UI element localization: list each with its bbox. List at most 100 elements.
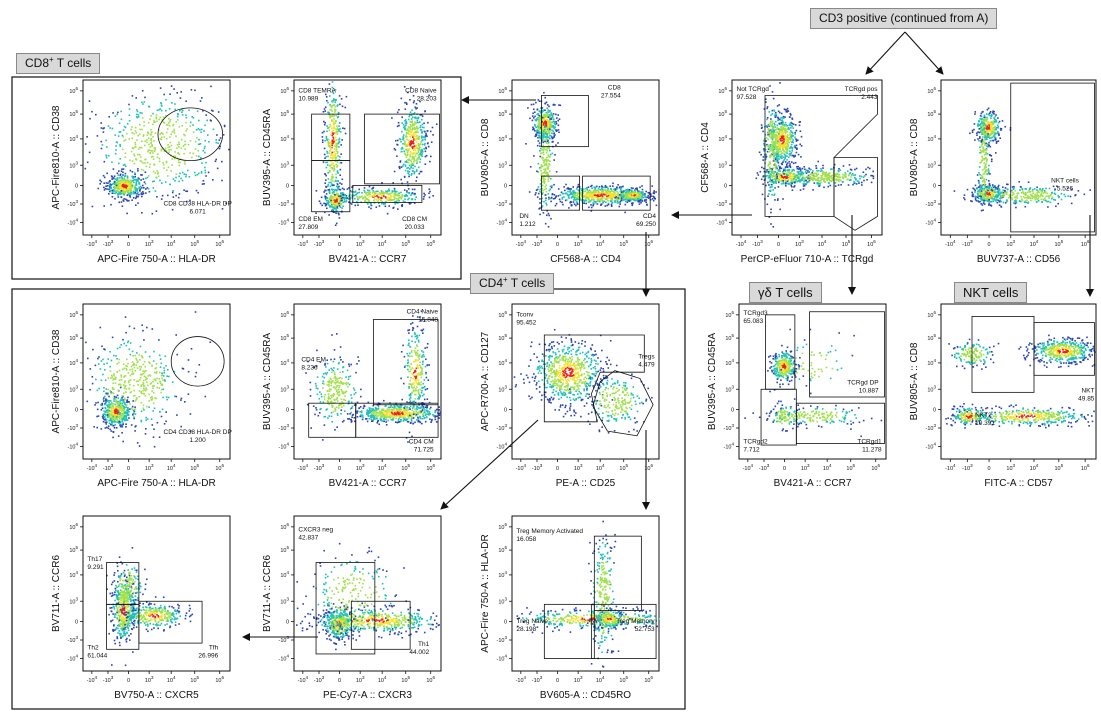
event-dot xyxy=(781,128,784,130)
event-dot xyxy=(171,130,174,133)
gate-value-label: 6.071 xyxy=(190,209,207,216)
event-dot xyxy=(610,190,613,192)
event-dot xyxy=(789,138,791,141)
event-dot xyxy=(985,197,988,199)
event-dot xyxy=(170,144,173,147)
event-dot xyxy=(790,143,793,146)
event-dot xyxy=(780,127,782,129)
event-dot xyxy=(779,134,782,136)
event-dot xyxy=(1015,206,1017,209)
event-dot xyxy=(841,181,844,184)
event-dot xyxy=(1024,188,1026,190)
event-dot xyxy=(116,113,118,116)
event-dot xyxy=(1011,194,1014,196)
event-dot xyxy=(606,197,608,200)
event-dot xyxy=(118,201,120,204)
event-dot xyxy=(136,193,138,195)
event-dot xyxy=(130,192,133,194)
event-dot xyxy=(831,178,834,181)
event-dot xyxy=(999,137,1001,139)
event-dot xyxy=(840,179,842,182)
event-dot xyxy=(781,123,784,125)
event-dot xyxy=(995,138,997,140)
event-dot xyxy=(612,182,614,185)
event-dot xyxy=(777,140,779,142)
event-dot xyxy=(765,175,767,178)
event-dot xyxy=(156,156,159,159)
event-dot xyxy=(535,134,537,137)
event-dot xyxy=(980,125,983,128)
event-dot xyxy=(339,168,342,171)
event-dot xyxy=(141,193,144,196)
event-dot xyxy=(773,194,775,196)
event-dot xyxy=(618,205,621,208)
event-dot xyxy=(134,178,136,181)
event-dot xyxy=(980,161,982,163)
event-dot xyxy=(782,131,784,133)
event-dot xyxy=(771,134,773,137)
event-dot xyxy=(548,214,550,217)
event-dot xyxy=(104,187,107,190)
event-dot xyxy=(122,174,124,176)
event-dot xyxy=(791,170,793,172)
event-dot xyxy=(542,125,544,127)
event-dot xyxy=(840,184,842,186)
event-dot xyxy=(990,205,993,207)
event-dot xyxy=(547,111,549,113)
event-dot xyxy=(1042,198,1044,201)
event-dot xyxy=(816,170,819,173)
event-dot xyxy=(800,173,803,175)
event-dot xyxy=(159,133,161,136)
event-dot xyxy=(141,195,143,198)
event-dot xyxy=(791,131,793,134)
event-dot xyxy=(324,106,327,108)
event-dot xyxy=(787,139,790,141)
event-dot xyxy=(126,181,128,183)
event-dot xyxy=(1056,185,1058,187)
event-dot xyxy=(810,177,813,180)
x-axis-label: BUV737-A :: CD56 xyxy=(977,254,1061,265)
event-dot xyxy=(557,195,560,197)
event-dot xyxy=(992,120,995,122)
event-dot xyxy=(803,180,805,183)
event-dot xyxy=(985,173,988,175)
event-dot xyxy=(125,187,128,189)
event-dot xyxy=(133,155,136,157)
event-dot xyxy=(119,173,122,176)
event-dot xyxy=(1027,181,1030,183)
event-dot xyxy=(135,131,138,134)
event-dot xyxy=(852,183,854,186)
event-dot xyxy=(995,142,998,144)
y-tick-label: -104 xyxy=(497,218,508,227)
event-dot xyxy=(105,154,107,157)
y-tick-label: 104 xyxy=(69,134,78,143)
event-dot xyxy=(197,150,200,152)
event-dot xyxy=(822,170,824,173)
event-dot xyxy=(791,182,793,185)
event-dot xyxy=(1036,193,1038,196)
y-tick-label: -103 xyxy=(68,199,79,208)
event-dot xyxy=(326,152,329,154)
event-dot xyxy=(641,188,644,191)
x-tick-label: 106 xyxy=(426,239,435,248)
event-dot xyxy=(986,153,989,155)
event-dot xyxy=(994,119,997,121)
event-dot xyxy=(982,150,985,152)
event-dot xyxy=(769,136,771,138)
event-dot xyxy=(991,158,993,161)
event-dot xyxy=(120,182,122,185)
event-dot xyxy=(128,181,130,183)
event-dot xyxy=(1053,192,1056,195)
event-dot xyxy=(1030,199,1032,202)
event-dot xyxy=(778,122,781,125)
event-dot xyxy=(985,198,988,200)
event-dot xyxy=(782,182,785,185)
gate-rect xyxy=(541,175,581,211)
event-dot xyxy=(580,192,582,194)
event-dot xyxy=(212,110,214,112)
event-dot xyxy=(133,132,135,135)
event-dot xyxy=(777,164,780,167)
event-dot xyxy=(820,167,822,170)
event-dot xyxy=(980,184,982,186)
event-dot xyxy=(198,138,200,141)
